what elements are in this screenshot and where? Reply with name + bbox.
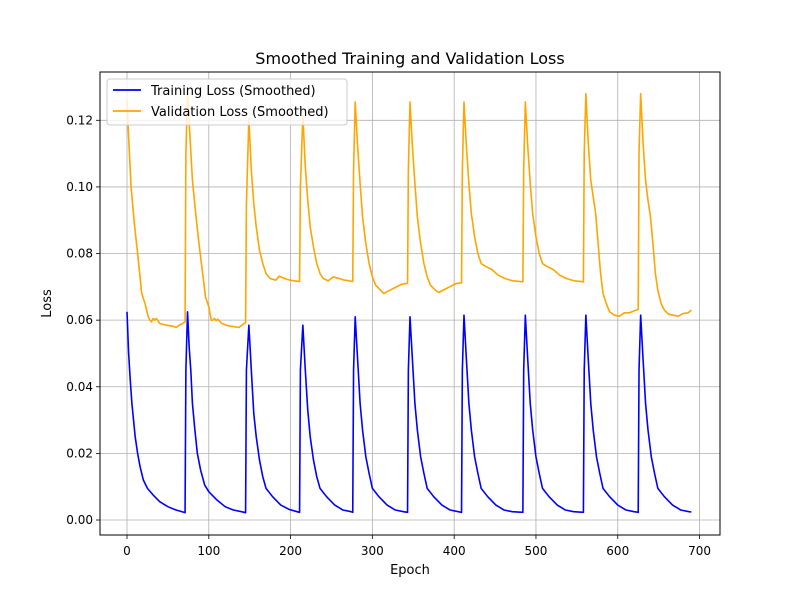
training-loss-line	[126, 311, 692, 514]
x-tick-label: 100	[197, 544, 220, 558]
x-tick-label: 600	[606, 544, 629, 558]
legend-validation-label: Validation Loss (Smoothed)	[151, 105, 329, 120]
legend: Training Loss (Smoothed) Validation Loss…	[106, 78, 348, 126]
y-axis: 0.00 0.02 0.04 0.06 0.08 0.10 0.12	[66, 113, 100, 527]
y-tick-label: 0.10	[66, 180, 93, 194]
chart-title: Smoothed Training and Validation Loss	[255, 49, 564, 68]
y-axis-label: Loss	[40, 289, 55, 318]
y-tick-label: 0.04	[66, 380, 93, 394]
x-tick-label: 0	[123, 544, 131, 558]
validation-loss-line	[126, 92, 692, 329]
y-tick-label: 0.08	[66, 247, 93, 261]
x-tick-label: 500	[525, 544, 548, 558]
x-axis-label: Epoch	[390, 563, 430, 578]
y-tick-label: 0.02	[66, 446, 93, 460]
y-tick-label: 0.06	[66, 313, 93, 327]
series-layer	[126, 92, 692, 514]
x-axis: 0 100 200 300 400 500 600 700	[123, 535, 711, 558]
plot-frame	[99, 71, 721, 536]
x-tick-label: 300	[361, 544, 384, 558]
x-tick-label: 200	[279, 544, 302, 558]
legend-box	[106, 78, 348, 126]
legend-training-label: Training Loss (Smoothed)	[150, 84, 316, 99]
x-tick-label: 400	[443, 544, 466, 558]
y-tick-label: 0.12	[66, 113, 93, 127]
y-tick-label: 0.00	[66, 513, 93, 527]
x-tick-label: 700	[688, 544, 711, 558]
